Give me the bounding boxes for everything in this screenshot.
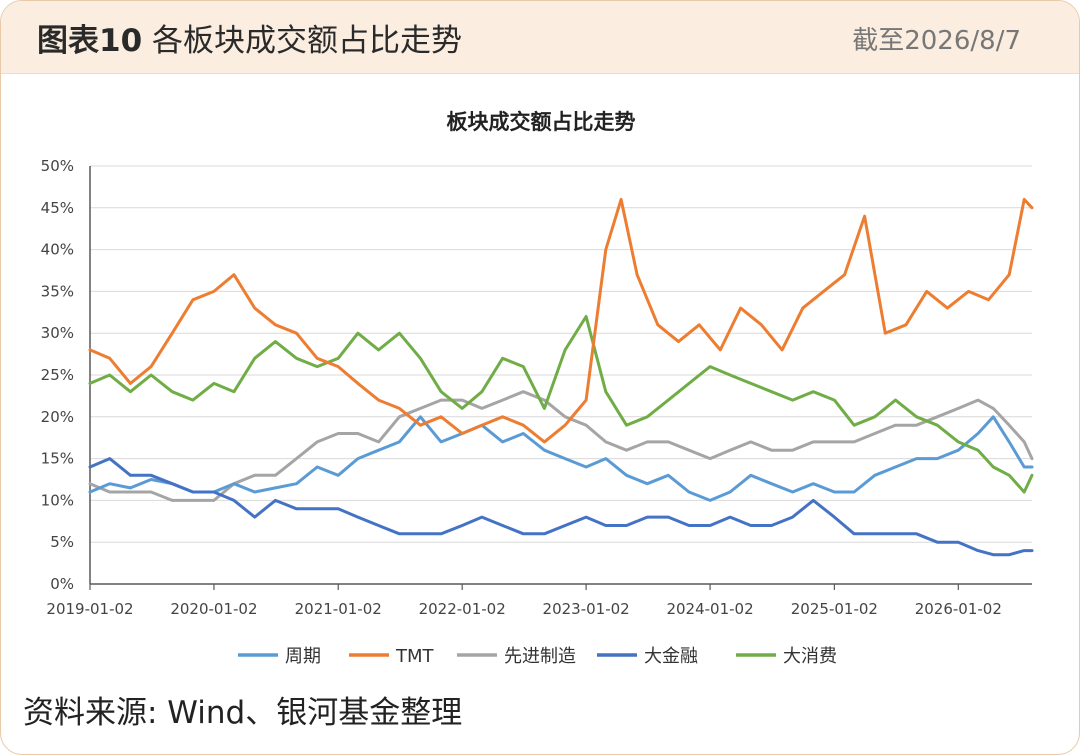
figure-title: 图表10 各板块成交额占比走势: [37, 15, 462, 60]
x-tick-label: 2026-01-02: [915, 600, 1002, 618]
y-tick-label: 40%: [41, 241, 74, 259]
x-tick-label: 2024-01-02: [666, 600, 753, 618]
x-tick-label: 2021-01-02: [295, 600, 382, 618]
series-lines: [88, 197, 1034, 557]
legend-label: 大金融: [644, 646, 698, 667]
y-tick-label: 45%: [41, 199, 74, 217]
x-tick-label: 2025-01-02: [791, 600, 878, 618]
y-axis: 0% 5% 10% 15% 20% 25% 30% 35% 40% 45% 50%: [41, 157, 91, 593]
source-note: 资料来源: Wind、银河基金整理: [23, 695, 463, 731]
series-line: [88, 390, 1034, 502]
y-tick-label: 10%: [41, 491, 74, 509]
y-tick-label: 25%: [41, 366, 74, 384]
x-tick-label: 2022-01-02: [419, 600, 506, 618]
line-chart: 板块成交额占比走势 0% 5% 10% 15% 20% 25% 30% 35% 40% 45% 50…: [41, 110, 1034, 667]
y-tick-label: 0%: [50, 575, 74, 593]
series-line: [88, 415, 1034, 502]
legend-label: 先进制造: [504, 646, 576, 667]
legend-label: TMT: [395, 646, 435, 667]
y-tick-label: 20%: [41, 408, 74, 426]
legend-label: 大消费: [783, 646, 837, 667]
y-tick-label: 5%: [50, 533, 74, 551]
y-tick-label: 50%: [41, 157, 74, 175]
legend-label: 周期: [285, 646, 321, 667]
y-tick-label: 30%: [41, 324, 74, 342]
grid-lines: [90, 165, 1032, 543]
figure-header: 图表10 各板块成交额占比走势 截至2026/8/7: [1, 1, 1079, 74]
figure-title-text: 各板块成交额占比走势: [152, 23, 462, 59]
x-tick-label: 2019-01-02: [46, 600, 133, 618]
series-line: [88, 197, 1034, 444]
y-tick-label: 15%: [41, 450, 74, 468]
x-tick-label: 2023-01-02: [543, 600, 630, 618]
y-tick-label: 35%: [41, 282, 74, 300]
x-axis: 2019-01-02 2020-01-02 2021-01-02 2022-01-02…: [46, 583, 1032, 618]
x-tick-label: 2020-01-02: [170, 600, 257, 618]
series-line: [88, 457, 1034, 557]
as-of-date: 截至2026/8/7: [852, 26, 1021, 56]
series-line: [88, 315, 1034, 494]
chart-title: 板块成交额占比走势: [447, 110, 636, 134]
figure-number: 图表10: [37, 23, 143, 59]
legend: 周期 TMT 先进制造 大金融 大消费: [238, 646, 837, 667]
